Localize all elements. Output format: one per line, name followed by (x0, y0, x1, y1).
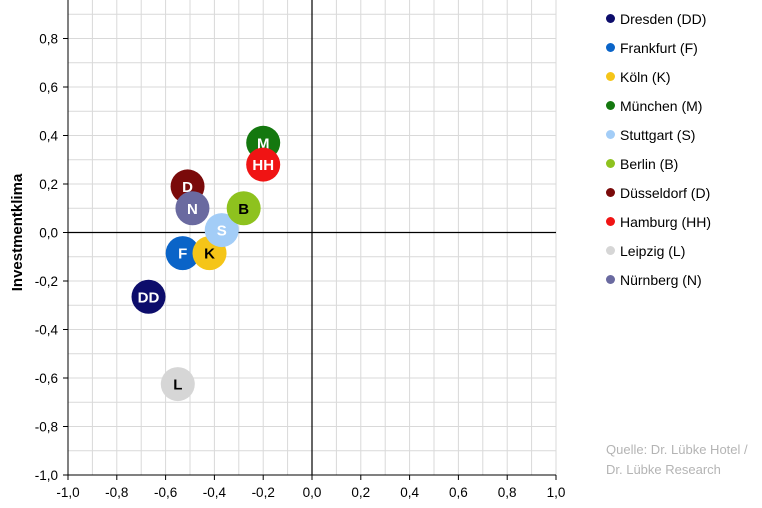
legend-label: Düsseldorf (D) (620, 184, 711, 201)
source-line-1: Quelle: Dr. Lübke Hotel / (606, 442, 748, 457)
source-line-2: Dr. Lübke Research (606, 462, 721, 477)
x-tick-label: -1,0 (56, 485, 79, 500)
legend-marker (606, 246, 615, 255)
y-tick-label: -0,4 (35, 323, 59, 338)
legend-item: Dresden (DD) (606, 4, 762, 33)
legend-marker (606, 130, 615, 139)
legend-marker (606, 72, 615, 81)
legend-marker (606, 217, 615, 226)
legend: Dresden (DD) Frankfurt (F) Köln (K) München… (606, 4, 762, 294)
bubble-label: B (238, 201, 249, 218)
data-point-l: L (160, 367, 195, 402)
bubble-label: F (178, 246, 187, 263)
legend-item: Stuttgart (S) (606, 120, 762, 149)
y-tick-label: -0,2 (35, 274, 58, 289)
bubble (165, 236, 200, 271)
legend-item: Nürnberg (N) (606, 265, 762, 294)
y-tick-label: -0,6 (35, 371, 58, 386)
legend-label: Frankfurt (F) (620, 39, 698, 56)
x-tick-label: -0,2 (252, 485, 275, 500)
y-tick-label: 0,8 (39, 32, 58, 47)
bubble-label: N (187, 201, 198, 218)
bubble-label: S (217, 223, 227, 240)
data-point-dd: DD (131, 279, 166, 314)
legend-item: Köln (K) (606, 62, 762, 91)
bubble (226, 191, 261, 226)
y-tick-label: 0,4 (39, 129, 58, 144)
bubble (204, 213, 239, 248)
legend-label: Leipzig (L) (620, 242, 686, 259)
legend-label: Nürnberg (N) (620, 271, 702, 288)
y-axis-label: Investmentklima (9, 173, 26, 291)
legend-item: München (M) (606, 91, 762, 120)
x-tick-label: -0,8 (105, 485, 128, 500)
x-tick-labels: -1,0 -0,8 -0,6 -0,4 -0,2 0,0 0,2 0,4 0,6 0,8 1,0 (56, 485, 565, 500)
legend-item: Berlin (B) (606, 149, 762, 178)
x-tick-label: -0,4 (203, 485, 227, 500)
legend-item: Hamburg (HH) (606, 207, 762, 236)
y-tick-labels: -1,0 -0,8 -0,6 -0,4 -0,2 0,0 0,2 0,4 0,6 0,8 (35, 32, 59, 484)
bubble-label: D (182, 179, 193, 196)
legend-marker (606, 43, 615, 52)
bubble (175, 191, 210, 226)
x-tick-label: -0,6 (154, 485, 177, 500)
bubble (246, 147, 281, 182)
bubble-label: K (204, 246, 215, 263)
legend-label: Berlin (B) (620, 155, 679, 172)
legend-marker (606, 101, 615, 110)
x-tick-label: 0,4 (400, 485, 419, 500)
legend-label: Hamburg (HH) (620, 213, 712, 230)
axes (63, 0, 557, 480)
source-note: Quelle: Dr. Lübke Hotel / Dr. Lübke Rese… (606, 440, 762, 480)
legend-item: Düsseldorf (D) (606, 178, 762, 207)
legend-label: München (M) (620, 97, 703, 114)
x-tick-label: 0,0 (303, 485, 322, 500)
x-tick-label: 0,6 (449, 485, 468, 500)
y-tick-label: -0,8 (35, 420, 58, 435)
x-tick-label: 1,0 (547, 485, 566, 500)
y-tick-label: 0,0 (39, 226, 58, 241)
bubble-label: DD (138, 289, 160, 306)
legend-marker (606, 188, 615, 197)
legend-item: Leipzig (L) (606, 236, 762, 265)
bubble (160, 367, 195, 402)
bubble-label: HH (252, 157, 274, 174)
legend-marker (606, 159, 615, 168)
data-point-f: F (165, 236, 200, 271)
legend-marker (606, 14, 615, 23)
legend-label: Köln (K) (620, 68, 671, 85)
data-point-n: N (175, 191, 210, 226)
x-tick-label: 0,2 (351, 485, 370, 500)
legend-item: Frankfurt (F) (606, 33, 762, 62)
x-tick-label: 0,8 (498, 485, 517, 500)
bubble (131, 279, 166, 314)
legend-label: Stuttgart (S) (620, 126, 696, 143)
bubble-label: L (173, 377, 182, 394)
data-point-hh: HH (246, 147, 281, 182)
y-tick-label: 0,6 (39, 80, 58, 95)
y-tick-label: -1,0 (35, 468, 58, 483)
y-tick-label: 0,2 (39, 177, 58, 192)
data-point-s: S (204, 213, 239, 248)
legend-label: Dresden (DD) (620, 10, 707, 27)
legend-marker (606, 275, 615, 284)
data-point-b: B (226, 191, 261, 226)
